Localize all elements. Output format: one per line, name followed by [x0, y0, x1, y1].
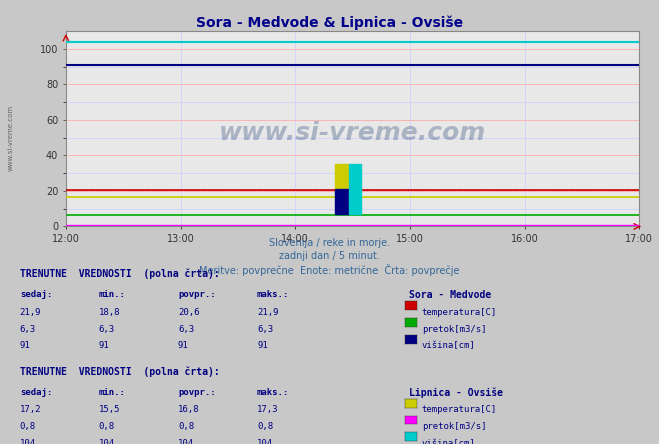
Text: 6,3: 6,3	[257, 325, 273, 333]
Text: sedaj:: sedaj:	[20, 388, 52, 396]
Text: TRENUTNE  VREDNOSTI  (polna črta):: TRENUTNE VREDNOSTI (polna črta):	[20, 366, 219, 377]
Bar	[349, 189, 360, 214]
Text: 91: 91	[99, 341, 109, 350]
Text: temperatura[C]: temperatura[C]	[422, 308, 497, 317]
Text: višina[cm]: višina[cm]	[422, 439, 476, 444]
Text: 104: 104	[99, 439, 115, 444]
Text: 15,5: 15,5	[99, 405, 121, 414]
Text: 17,2: 17,2	[20, 405, 42, 414]
Text: Lipnica - Ovsiše: Lipnica - Ovsiše	[409, 388, 503, 398]
Text: 21,9: 21,9	[20, 308, 42, 317]
Text: 91: 91	[257, 341, 268, 350]
Text: maks.:: maks.:	[257, 290, 289, 299]
Text: 0,8: 0,8	[99, 422, 115, 431]
Text: Sora - Medvode & Lipnica - Ovsiše: Sora - Medvode & Lipnica - Ovsiše	[196, 16, 463, 30]
Text: 104: 104	[178, 439, 194, 444]
Text: povpr.:: povpr.:	[178, 388, 215, 396]
Text: 16,8: 16,8	[178, 405, 200, 414]
Text: 17,3: 17,3	[257, 405, 279, 414]
Text: povpr.:: povpr.:	[178, 290, 215, 299]
Text: maks.:: maks.:	[257, 388, 289, 396]
Bar	[335, 189, 349, 214]
Text: 18,8: 18,8	[99, 308, 121, 317]
Text: 6,3: 6,3	[99, 325, 115, 333]
Text: 104: 104	[257, 439, 273, 444]
Bar	[349, 164, 360, 189]
Bar	[335, 164, 349, 189]
Text: min.:: min.:	[99, 388, 126, 396]
Text: 0,8: 0,8	[178, 422, 194, 431]
Text: 6,3: 6,3	[20, 325, 36, 333]
Text: Sora - Medvode: Sora - Medvode	[409, 290, 491, 300]
Text: višina[cm]: višina[cm]	[422, 341, 476, 350]
Text: min.:: min.:	[99, 290, 126, 299]
Text: pretok[m3/s]: pretok[m3/s]	[422, 422, 486, 431]
Text: TRENUTNE  VREDNOSTI  (polna črta):: TRENUTNE VREDNOSTI (polna črta):	[20, 269, 219, 279]
Text: sedaj:: sedaj:	[20, 290, 52, 299]
Text: 20,6: 20,6	[178, 308, 200, 317]
Text: 21,9: 21,9	[257, 308, 279, 317]
Text: www.si-vreme.com: www.si-vreme.com	[8, 105, 14, 170]
Text: temperatura[C]: temperatura[C]	[422, 405, 497, 414]
Text: zadnji dan / 5 minut.: zadnji dan / 5 minut.	[279, 251, 380, 261]
Text: 0,8: 0,8	[20, 422, 36, 431]
Text: 0,8: 0,8	[257, 422, 273, 431]
Text: Meritve: povprečne  Enote: metrične  Črta: povprečje: Meritve: povprečne Enote: metrične Črta:…	[199, 264, 460, 276]
Text: 6,3: 6,3	[178, 325, 194, 333]
Text: pretok[m3/s]: pretok[m3/s]	[422, 325, 486, 333]
Text: 91: 91	[20, 341, 30, 350]
Text: 91: 91	[178, 341, 188, 350]
Text: Slovenija / reke in morje.: Slovenija / reke in morje.	[269, 238, 390, 248]
Text: www.si-vreme.com: www.si-vreme.com	[219, 121, 486, 145]
Text: 104: 104	[20, 439, 36, 444]
